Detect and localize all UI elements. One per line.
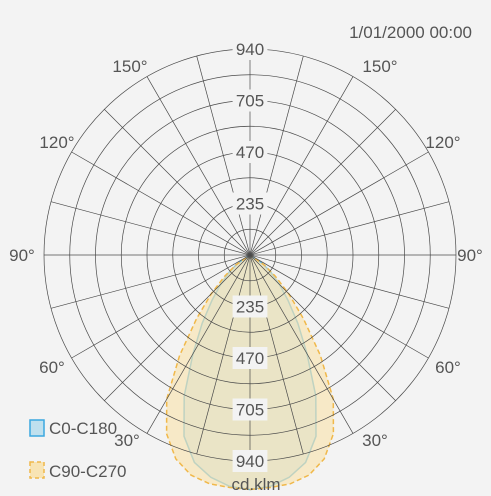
radial-tick-lower-940-text: 940 <box>236 452 264 471</box>
radial-tick-upper-705: 705 <box>232 89 268 112</box>
radial-tick-lower-470-text: 470 <box>236 349 264 368</box>
angle-label-6: 60° <box>39 358 65 377</box>
radial-tick-upper-470-bg <box>232 141 268 163</box>
grid-spoke <box>196 55 304 455</box>
unit-label: cd.klm <box>231 475 280 494</box>
legend-item-c90-c270[interactable]: C90-C270 <box>29 461 127 481</box>
angle-label-8-text: 30° <box>114 431 140 450</box>
radial-tick-upper-235-text: 235 <box>236 195 264 214</box>
angle-label-5-text: 90° <box>457 246 483 265</box>
angle-label-3-text: 120° <box>425 133 460 152</box>
legend-label-c0-c180: C0-C180 <box>49 419 117 438</box>
legend-label-c90-c270: C90-C270 <box>49 462 127 481</box>
legend-swatch-c90-c270 <box>29 461 45 479</box>
radial-tick-lower-470-bg <box>232 347 268 369</box>
radial-tick-lower-705-bg <box>232 398 268 421</box>
angle-label-4-text: 90° <box>9 246 35 265</box>
angle-label-3: 120° <box>425 133 460 152</box>
legend-swatch-c0-c180 <box>29 419 45 437</box>
radial-tick-lower-940-bg <box>232 450 268 472</box>
radial-tick-lower-235-bg <box>232 295 268 318</box>
radial-tick-lower-235-text: 235 <box>236 298 264 317</box>
angle-label-1-text: 150° <box>362 57 397 76</box>
angle-label-1: 150° <box>362 57 397 76</box>
angle-label-4: 90° <box>9 246 35 265</box>
radial-tick-upper-705-text: 705 <box>236 92 264 111</box>
radial-tick-lower-940: 940 <box>232 450 268 472</box>
angle-label-0-text: 150° <box>112 57 147 76</box>
legend: C0-C180 C90-C270 <box>29 419 127 481</box>
timestamp-label: 1/01/2000 00:00 <box>349 23 472 42</box>
radial-tick-upper-705-bg <box>232 89 268 112</box>
angle-label-2: 120° <box>39 133 74 152</box>
labels: 235 235 470 470 705 705 940 940 150° 150° 120° 120°… <box>9 38 483 472</box>
angle-label-0: 150° <box>112 57 147 76</box>
legend-item-c0-c180[interactable]: C0-C180 <box>29 419 117 438</box>
angle-label-9-text: 30° <box>362 431 388 450</box>
angle-label-7-text: 60° <box>435 358 461 377</box>
radial-tick-lower-470: 470 <box>232 347 268 369</box>
radial-tick-lower-235: 235 <box>232 295 268 318</box>
radial-tick-lower-705-text: 705 <box>236 401 264 420</box>
angle-label-8: 30° <box>114 431 140 450</box>
radial-tick-upper-470: 470 <box>232 141 268 163</box>
radial-tick-upper-235: 235 <box>232 192 268 215</box>
radial-tick-upper-470-text: 470 <box>236 143 264 162</box>
radial-tick-upper-235-bg <box>232 192 268 215</box>
angle-label-7: 60° <box>435 358 461 377</box>
radial-tick-upper-940-bg <box>232 38 268 60</box>
angle-label-5: 90° <box>457 246 483 265</box>
radial-tick-upper-940-text: 940 <box>236 40 264 59</box>
angle-label-2-text: 120° <box>39 133 74 152</box>
polar-grid <box>43 48 457 462</box>
radial-tick-lower-705: 705 <box>232 398 268 421</box>
radial-tick-upper-940: 940 <box>232 38 268 60</box>
angle-label-9: 30° <box>362 431 388 450</box>
angle-label-6-text: 60° <box>39 358 65 377</box>
